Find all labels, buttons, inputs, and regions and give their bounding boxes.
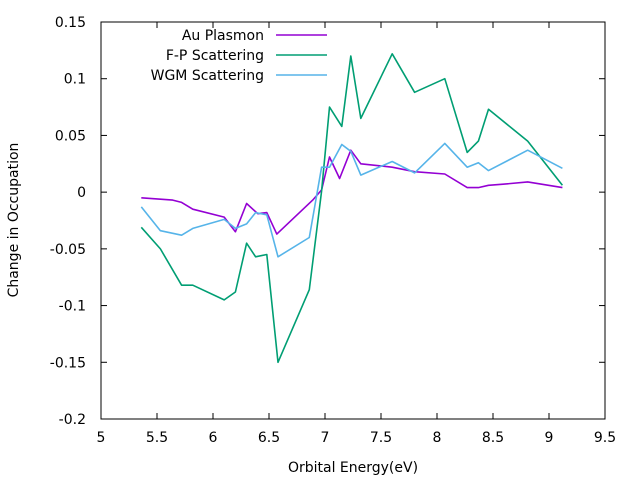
- y-tick-label: -0.05: [50, 242, 86, 258]
- x-tick-label: 9: [545, 430, 554, 446]
- x-tick-label: 7: [321, 430, 330, 446]
- x-axis-label: Orbital Energy(eV): [288, 460, 418, 476]
- legend-label-f-p-scattering: F-P Scattering: [166, 48, 264, 64]
- legend-label-wgm-scattering: WGM Scattering: [151, 68, 264, 84]
- x-tick-label: 8: [433, 430, 442, 446]
- x-tick-label: 6.5: [258, 430, 280, 446]
- x-tick-label: 5: [97, 430, 106, 446]
- legend: Au Plasmon F-P Scattering WGM Scattering: [151, 28, 327, 84]
- series-lines: [140, 52, 564, 364]
- legend-label-au-plasmon: Au Plasmon: [182, 28, 264, 44]
- y-axis-label: Change in Occupation: [6, 143, 22, 298]
- y-tick-label: -0.15: [50, 355, 86, 371]
- x-tick-label: 9.5: [594, 430, 616, 446]
- series-line-au-plasmon: [141, 149, 563, 235]
- x-tick-label: 8.5: [482, 430, 504, 446]
- x-tick-label: 7.5: [370, 430, 392, 446]
- series-line-f-p-scattering: [140, 52, 564, 364]
- plot-frame: [100, 21, 606, 420]
- y-tick-label: 0.1: [64, 72, 86, 88]
- series-line-wgm-scattering: [140, 142, 563, 258]
- y-tick-label: -0.2: [59, 412, 86, 428]
- y-tick-label: 0.05: [55, 128, 86, 144]
- y-tick-label: 0: [77, 185, 86, 201]
- axis-ticks: 5 5.5 6 6.5 7 7.5 8 8.5 9 9.5 -0.2 -0.15 -0.1 -0.05 0 0…: [50, 15, 616, 446]
- x-tick-label: 6: [209, 430, 218, 446]
- y-tick-label: 0.15: [55, 15, 86, 31]
- x-tick-label: 5.5: [146, 430, 168, 446]
- y-tick-label: -0.1: [59, 299, 86, 315]
